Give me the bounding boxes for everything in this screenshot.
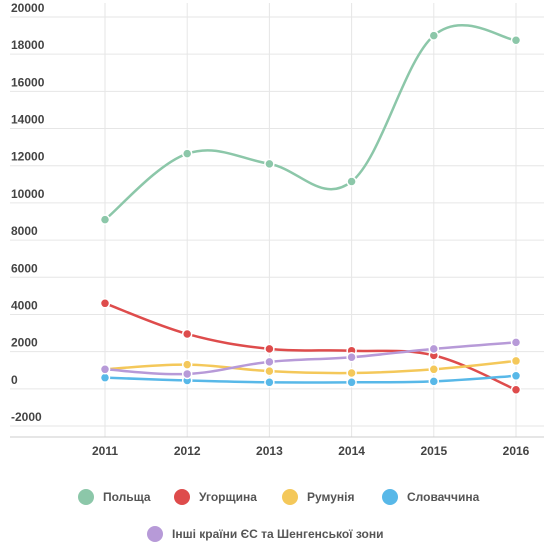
- y-tick-label: 8000: [11, 224, 38, 238]
- y-tick-label: 14000: [11, 113, 45, 127]
- data-point[interactable]: [264, 158, 275, 170]
- data-point[interactable]: [181, 148, 193, 159]
- y-tick-label: 6000: [11, 261, 38, 275]
- x-tick-label: 2016: [503, 444, 530, 458]
- y-tick-label: 0: [11, 373, 18, 387]
- data-point[interactable]: [510, 355, 522, 367]
- y-tick-label: 10000: [11, 187, 45, 201]
- x-tick-label: 2011: [92, 444, 118, 458]
- data-point[interactable]: [428, 30, 440, 41]
- data-point[interactable]: [510, 337, 522, 348]
- y-tick-label: 20000: [11, 1, 45, 15]
- legend-label: Словаччина: [407, 490, 480, 504]
- data-point[interactable]: [264, 365, 275, 377]
- data-point[interactable]: [510, 34, 522, 46]
- data-point[interactable]: [181, 368, 193, 380]
- legend-label: Інші країни ЄС та Шенгенської зони: [172, 527, 383, 541]
- x-tick-label: 2013: [256, 444, 283, 458]
- x-axis-ticks: 2011 2012 2013 2014 2015 2016: [92, 444, 530, 458]
- series-line-3: [104, 374, 517, 384]
- chart-legend: Польща Угорщина Румунія Словаччина Інші краї…: [78, 489, 480, 542]
- series-line-0: [104, 24, 517, 221]
- chart-series-points: [99, 30, 522, 395]
- data-point[interactable]: [428, 343, 440, 355]
- series-line-4: [104, 341, 517, 376]
- y-tick-label: 4000: [11, 298, 38, 312]
- legend-label: Польща: [103, 490, 151, 504]
- legend-label: Румунія: [307, 490, 355, 504]
- data-point[interactable]: [264, 356, 275, 368]
- legend-marker: [174, 489, 190, 505]
- data-point[interactable]: [99, 298, 111, 309]
- legend-label: Угорщина: [199, 490, 257, 504]
- chart-series-lines: [104, 24, 517, 391]
- data-point[interactable]: [264, 377, 275, 388]
- x-tick-label: 2014: [338, 444, 365, 458]
- data-point[interactable]: [99, 214, 111, 225]
- x-tick-label: 2012: [174, 444, 201, 458]
- data-point[interactable]: [428, 376, 440, 387]
- y-tick-label: 16000: [11, 75, 45, 89]
- data-point[interactable]: [346, 367, 357, 379]
- data-point[interactable]: [181, 359, 193, 370]
- y-tick-label: -2000: [11, 410, 42, 424]
- data-point[interactable]: [428, 364, 440, 375]
- legend-marker: [282, 489, 298, 505]
- x-tick-label: 2015: [420, 444, 447, 458]
- data-point[interactable]: [99, 364, 111, 375]
- series-line-2: [104, 359, 517, 375]
- y-tick-label: 18000: [11, 38, 45, 52]
- y-tick-label: 12000: [11, 150, 45, 164]
- data-point[interactable]: [510, 384, 522, 395]
- legend-marker: [382, 489, 398, 505]
- y-axis-ticks: 2000018000160001400012000100008000600040…: [11, 1, 45, 424]
- legend-marker: [78, 489, 94, 505]
- data-point[interactable]: [264, 343, 275, 355]
- series-line-1: [104, 302, 517, 391]
- legend-marker: [147, 526, 163, 542]
- data-point[interactable]: [346, 176, 357, 187]
- data-point[interactable]: [510, 370, 522, 382]
- data-point[interactable]: [346, 351, 357, 363]
- data-point[interactable]: [346, 377, 357, 388]
- y-tick-label: 2000: [11, 336, 38, 350]
- data-point[interactable]: [181, 328, 193, 340]
